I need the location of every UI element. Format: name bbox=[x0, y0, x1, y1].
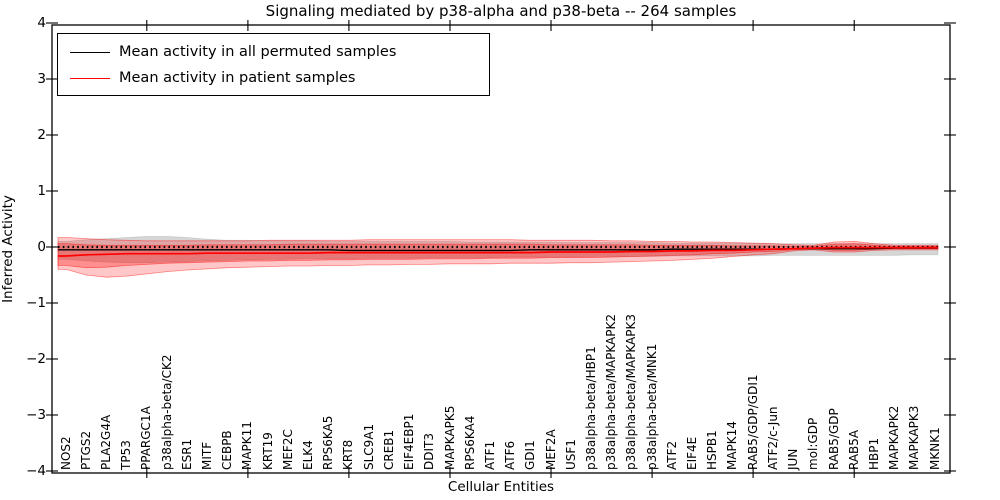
x-tick-label: PPARGC1A bbox=[139, 406, 154, 470]
legend-item: Mean activity in patient samples bbox=[58, 65, 489, 91]
y-tick-label: −1 bbox=[26, 294, 46, 311]
axes-frame bbox=[51, 24, 951, 474]
x-tick-label: USF1 bbox=[563, 439, 578, 470]
x-tick-label: MAPKAPK5 bbox=[442, 405, 457, 470]
x-tick-label: MAPK14 bbox=[725, 421, 740, 470]
y-tick-label: 3 bbox=[37, 70, 46, 87]
x-tick-label: MAPKAPK3 bbox=[907, 405, 922, 470]
y-tick-label: 0 bbox=[37, 238, 46, 255]
legend-label: Mean activity in patient samples bbox=[119, 70, 356, 86]
y-tick-label: 1 bbox=[37, 182, 46, 199]
band-patient-samples-range-outer bbox=[57, 237, 939, 278]
x-tick-label: RAB5/GDP/GDI1 bbox=[745, 374, 760, 470]
chart-title: Signaling mediated by p38-alpha and p38-… bbox=[265, 2, 737, 20]
x-tick-label: p38alpha-beta/HBP1 bbox=[583, 346, 598, 470]
y-tick-label: −3 bbox=[26, 406, 46, 423]
patient-mean-line bbox=[58, 246, 938, 257]
legend-line-patient bbox=[70, 77, 110, 79]
x-tick-label: RAB5A bbox=[846, 429, 861, 470]
x-tick-label: p38alpha-beta/CK2 bbox=[159, 354, 174, 470]
x-tick-label: RAB5/GDP bbox=[826, 408, 841, 470]
band-permuted-samples-range bbox=[57, 235, 939, 264]
x-tick-label: HBP1 bbox=[866, 437, 881, 470]
x-tick-label: CREB1 bbox=[381, 429, 396, 470]
legend-line-permuted bbox=[70, 51, 110, 53]
x-tick-label: MEF2A bbox=[543, 429, 558, 470]
x-tick-label: KRT8 bbox=[341, 439, 356, 470]
x-tick-label: DDIT3 bbox=[422, 433, 437, 470]
x-tick-label: MAPKAPK2 bbox=[887, 405, 902, 470]
y-tick-label: −4 bbox=[26, 462, 46, 479]
x-tick-label: ATF2 bbox=[664, 440, 679, 470]
x-tick-label: GDI1 bbox=[523, 440, 538, 470]
x-tick-label: TP53 bbox=[119, 440, 134, 470]
x-tick-label: KRT19 bbox=[260, 432, 275, 470]
x-tick-label: ATF1 bbox=[482, 440, 497, 470]
x-tick-label: p38alpha-beta/MAPKAPK2 bbox=[604, 314, 619, 470]
x-tick-label: mol:GDP bbox=[806, 417, 821, 470]
legend: Mean activity in all permuted samples Me… bbox=[57, 33, 490, 96]
x-tick-label: MEF2C bbox=[280, 429, 295, 470]
x-tick-label: RPS6KA5 bbox=[321, 415, 336, 470]
x-tick-label: p38alpha-beta/MAPKAPK3 bbox=[624, 314, 639, 470]
x-tick-label: MKNK1 bbox=[927, 427, 942, 470]
x-tick-label: ESR1 bbox=[179, 438, 194, 470]
x-tick-label: PLA2G4A bbox=[98, 414, 113, 470]
legend-label: Mean activity in all permuted samples bbox=[119, 44, 397, 60]
x-tick-label: ATF2/c-Jun bbox=[765, 406, 780, 470]
x-tick-label: ATF6 bbox=[503, 440, 518, 470]
x-tick-label: NOS2 bbox=[58, 436, 73, 470]
x-tick-label: ELK4 bbox=[301, 440, 315, 470]
legend-item: Mean activity in all permuted samples bbox=[58, 39, 489, 65]
x-tick-label: SLC9A1 bbox=[361, 423, 376, 470]
x-tick-label: RPS6KA4 bbox=[462, 415, 477, 470]
x-tick-label: CEBPB bbox=[220, 430, 235, 470]
y-tick-label: −2 bbox=[26, 350, 46, 367]
x-tick-label: PTGS2 bbox=[78, 430, 93, 470]
x-tick-label: MITF bbox=[200, 441, 214, 470]
y-tick-label: 2 bbox=[37, 126, 46, 143]
x-tick-label: JUN bbox=[786, 448, 800, 470]
x-tick-label: p38alpha-beta/MNK1 bbox=[644, 343, 659, 470]
y-tick-label: 4 bbox=[37, 14, 46, 31]
x-axis-label: Cellular Entities bbox=[447, 479, 555, 495]
x-tick-label: EIF4EBP1 bbox=[402, 413, 417, 470]
x-tick-label: MAPK11 bbox=[240, 421, 255, 470]
x-tick-label: EIF4E bbox=[685, 436, 699, 470]
x-tick-label: HSPB1 bbox=[705, 430, 720, 470]
